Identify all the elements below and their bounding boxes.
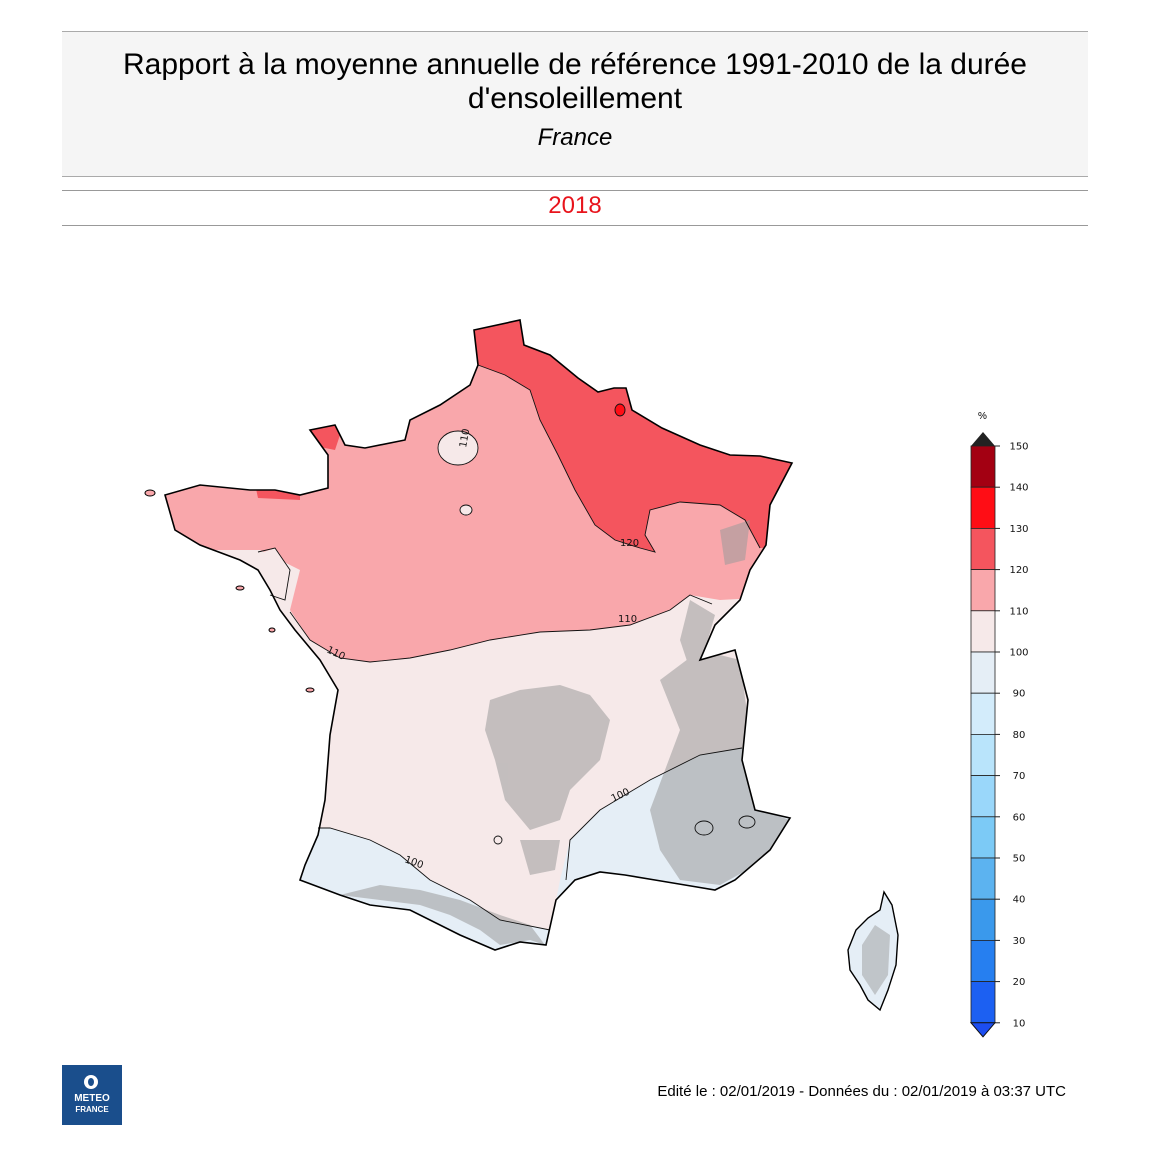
legend-tick-label: 100 (1009, 648, 1028, 659)
contour-label-110-patch: 110 (458, 428, 472, 449)
legend-tick-label: 110 (1009, 606, 1028, 617)
legend-tick-labels: 150 140 130 120 110 100 90 80 70 60 50 40 30 20 10 (995, 442, 1029, 1029)
legend-swatch (970, 692, 996, 735)
legend-tick-label: 20 (1013, 977, 1026, 988)
legend-tick-label: 50 (1013, 854, 1026, 865)
legend-swatch (970, 528, 996, 571)
map-title: Rapport à la moyenne annuelle de référen… (123, 48, 1027, 115)
legend-tick-label: 120 (1009, 565, 1028, 576)
legend-swatch (970, 734, 996, 777)
legend-arrow-down (969, 1022, 997, 1038)
contour-label-120: 120 (620, 538, 639, 549)
coastal-islands (144, 489, 315, 693)
legend-swatch (970, 816, 996, 859)
logo-text-line1: METEO (74, 1093, 110, 1104)
legend-swatch (970, 981, 996, 1024)
legend-colorbar (969, 432, 997, 1038)
france-outline (164, 319, 794, 951)
legend-tick-label: 140 (1009, 483, 1028, 494)
legend-tick-label: 90 (1013, 689, 1026, 700)
patch-below-110-small (460, 505, 472, 515)
legend-swatch (970, 775, 996, 818)
logo-text-line2: FRANCE (75, 1105, 109, 1114)
terrain-shading (340, 520, 790, 945)
logo-icon (84, 1075, 98, 1089)
map-subtitle: France (537, 124, 613, 151)
patch-below-110 (438, 431, 478, 465)
legend-swatch (970, 651, 996, 694)
divider-top (62, 190, 1088, 191)
contour-label-110-east: 110 (618, 614, 637, 625)
zone-above-120-brittany (255, 484, 300, 500)
legend-tick-label: 40 (1013, 895, 1026, 906)
legend-tick-label: 60 (1013, 812, 1026, 823)
legend-swatch (970, 857, 996, 900)
contour-lines (257, 364, 761, 931)
year-label: 2018 (548, 192, 602, 219)
legend-swatch (970, 486, 996, 529)
legend-swatch (970, 610, 996, 653)
legend-unit-label: % (978, 411, 987, 422)
patch-above-130 (615, 404, 625, 416)
legend-swatch (970, 445, 996, 488)
legend-tick-label: 150 (1009, 442, 1028, 453)
legend-swatch (970, 569, 996, 612)
legend-swatch (970, 898, 996, 941)
legend-tick-label: 130 (1009, 524, 1028, 535)
legend-arrow-up (971, 432, 995, 446)
meteo-france-logo: METEO FRANCE (62, 1065, 122, 1125)
corsica-terrain (862, 925, 890, 995)
legend-tick-label: 80 (1013, 730, 1026, 741)
legend-tick-label: 70 (1013, 771, 1026, 782)
sunshine-zones (165, 320, 792, 950)
title-panel: Rapport à la moyenne annuelle de référen… (62, 31, 1088, 177)
patch-below-110-brittany-south (240, 548, 290, 600)
divider-bottom (62, 225, 1088, 226)
edit-timestamp: Edité le : 02/01/2019 - Données du : 02/… (657, 1083, 1066, 1100)
legend-swatch (970, 940, 996, 983)
legend-tick-label: 10 (1013, 1018, 1026, 1029)
legend-tick-label: 30 (1013, 936, 1026, 947)
